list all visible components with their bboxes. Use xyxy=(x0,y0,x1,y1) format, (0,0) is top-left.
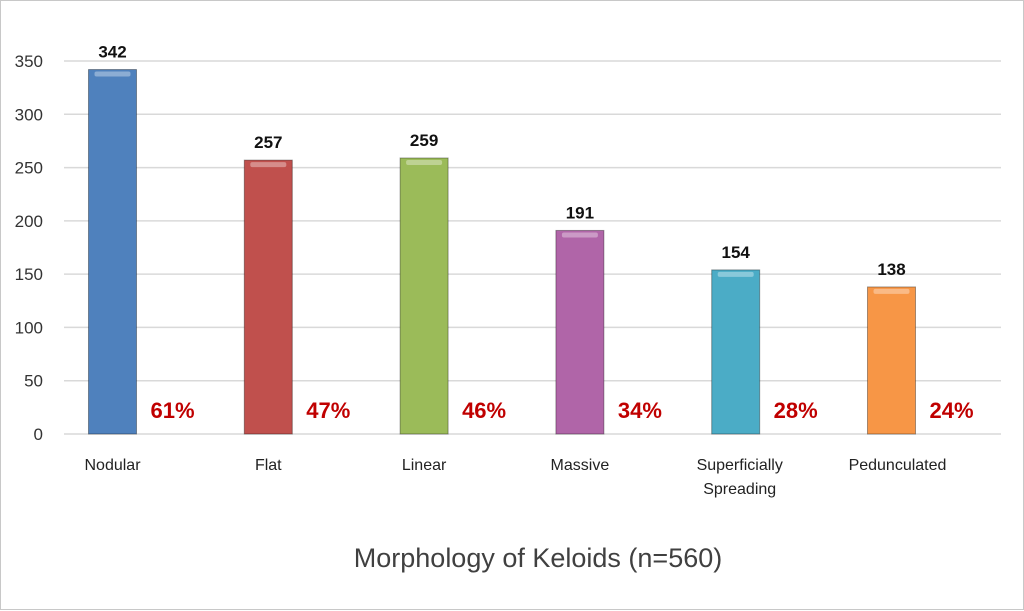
percent-label: 24% xyxy=(929,398,973,423)
y-tick-label: 0 xyxy=(34,425,43,444)
bar-highlight xyxy=(250,162,287,168)
value-label: 342 xyxy=(98,43,126,62)
bar xyxy=(867,286,916,435)
bar xyxy=(88,69,137,435)
category-label: Flat xyxy=(255,457,282,474)
value-label: 191 xyxy=(566,203,594,222)
bar-highlight xyxy=(873,288,910,294)
value-label: 138 xyxy=(877,260,905,279)
y-tick-label: 350 xyxy=(15,52,43,71)
category-label: Pedunculated xyxy=(849,457,947,474)
bar-highlight xyxy=(406,159,443,165)
category-label: Massive xyxy=(551,457,610,474)
category-label: Linear xyxy=(402,457,447,474)
percent-label: 47% xyxy=(306,398,350,423)
bar-highlight xyxy=(94,71,131,77)
bar-highlight xyxy=(717,271,754,277)
value-label: 154 xyxy=(722,243,751,262)
value-label: 259 xyxy=(410,131,438,150)
percent-label: 46% xyxy=(462,398,506,423)
y-tick-label: 150 xyxy=(15,265,43,284)
bar xyxy=(243,159,293,435)
percent-label: 34% xyxy=(618,398,662,423)
bar xyxy=(555,229,605,435)
y-tick-label: 50 xyxy=(24,372,43,391)
chart-title: Morphology of Keloids (n=560) xyxy=(354,543,722,573)
bar xyxy=(711,269,761,435)
y-tick-label: 200 xyxy=(15,212,43,231)
category-label: Nodular xyxy=(84,457,141,474)
percent-label: 61% xyxy=(150,398,194,423)
y-tick-label: 300 xyxy=(15,105,43,124)
percent-label: 28% xyxy=(774,398,818,423)
value-label: 257 xyxy=(254,133,282,152)
category-label: Spreading xyxy=(703,481,776,498)
y-tick-label: 250 xyxy=(15,159,43,178)
y-tick-label: 100 xyxy=(15,318,43,337)
bar xyxy=(399,157,449,435)
category-label: Superficially xyxy=(697,457,783,474)
bar-highlight xyxy=(561,232,598,238)
